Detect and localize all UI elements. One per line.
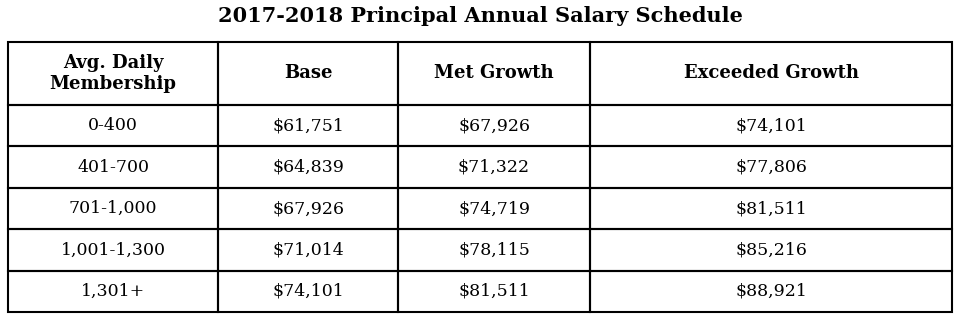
Text: Met Growth: Met Growth <box>434 64 554 82</box>
Text: 0-400: 0-400 <box>88 117 138 134</box>
Text: 2017-2018 Principal Annual Salary Schedule: 2017-2018 Principal Annual Salary Schedu… <box>218 6 742 26</box>
Text: $74,101: $74,101 <box>735 117 806 134</box>
Text: $77,806: $77,806 <box>735 159 807 176</box>
Text: $74,719: $74,719 <box>458 200 530 217</box>
Text: $88,921: $88,921 <box>735 283 807 300</box>
Text: $67,926: $67,926 <box>458 117 530 134</box>
Text: $67,926: $67,926 <box>272 200 344 217</box>
Text: $81,511: $81,511 <box>458 283 530 300</box>
Text: $71,014: $71,014 <box>272 241 344 258</box>
Text: Exceeded Growth: Exceeded Growth <box>684 64 858 82</box>
Text: $61,751: $61,751 <box>272 117 344 134</box>
Text: Base: Base <box>284 64 332 82</box>
Text: $71,322: $71,322 <box>458 159 530 176</box>
Text: $74,101: $74,101 <box>272 283 344 300</box>
Text: 401-700: 401-700 <box>77 159 149 176</box>
Text: $81,511: $81,511 <box>735 200 806 217</box>
Text: $78,115: $78,115 <box>458 241 530 258</box>
Text: 1,301+: 1,301+ <box>81 283 145 300</box>
Text: Avg. Daily
Membership: Avg. Daily Membership <box>50 54 177 93</box>
Text: $85,216: $85,216 <box>735 241 807 258</box>
Text: 701-1,000: 701-1,000 <box>69 200 157 217</box>
Text: 1,001-1,300: 1,001-1,300 <box>60 241 165 258</box>
Text: $64,839: $64,839 <box>272 159 344 176</box>
